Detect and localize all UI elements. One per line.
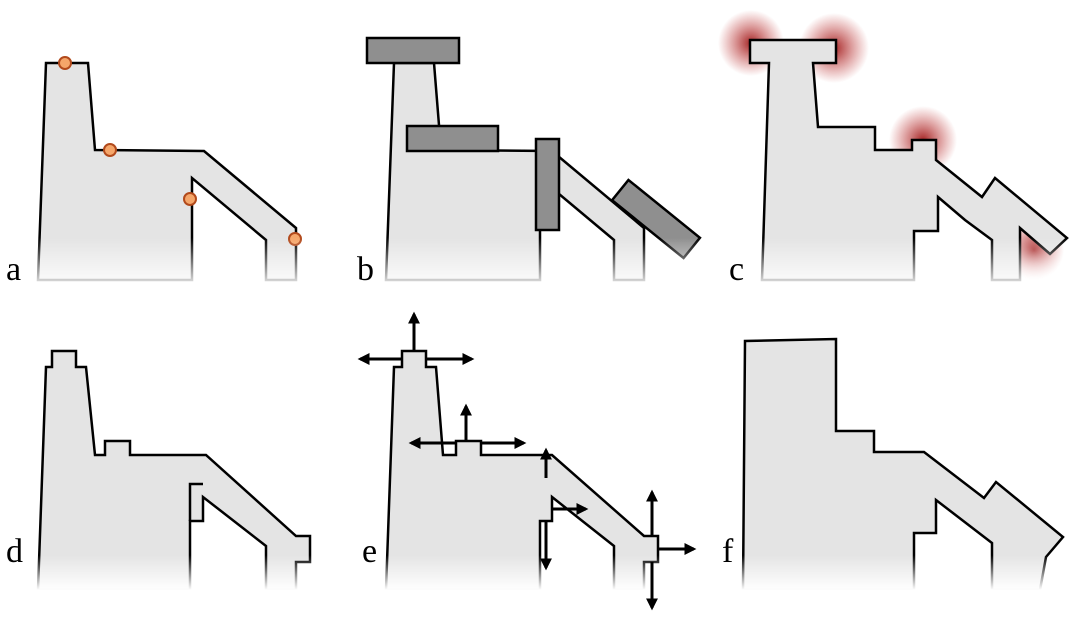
panel-a bbox=[36, 56, 302, 282]
panel-a-marker bbox=[103, 143, 117, 157]
panel-a-marker bbox=[183, 192, 197, 206]
panel-e-arrows bbox=[357, 311, 697, 611]
panel-e-label: e bbox=[362, 533, 377, 570]
panel-b-shape bbox=[384, 61, 646, 282]
panel-d-shape bbox=[36, 349, 312, 592]
panel-b-block bbox=[405, 124, 500, 153]
panel-f-label: f bbox=[722, 533, 734, 570]
panel-e-shape bbox=[384, 349, 660, 592]
panel-c-shape bbox=[748, 38, 1069, 282]
panel-f-shape bbox=[741, 337, 1065, 592]
panel-a-marker bbox=[58, 56, 72, 70]
panel-e bbox=[384, 349, 660, 592]
panel-a-marker bbox=[288, 232, 302, 246]
panel-b bbox=[365, 36, 702, 282]
panel-b-block bbox=[365, 36, 461, 65]
panel-b-block bbox=[534, 137, 561, 232]
panel-a-shape bbox=[36, 61, 298, 282]
panel-f bbox=[741, 337, 1065, 592]
panel-c bbox=[718, 10, 1069, 282]
panel-b-label: b bbox=[357, 251, 374, 288]
panel-d-notch bbox=[188, 482, 203, 521]
panel-b-block bbox=[610, 178, 702, 260]
panel-a-label: a bbox=[6, 251, 21, 288]
panel-d-label: d bbox=[6, 533, 23, 570]
panel-d bbox=[36, 349, 312, 592]
panel-c-label: c bbox=[729, 251, 744, 288]
